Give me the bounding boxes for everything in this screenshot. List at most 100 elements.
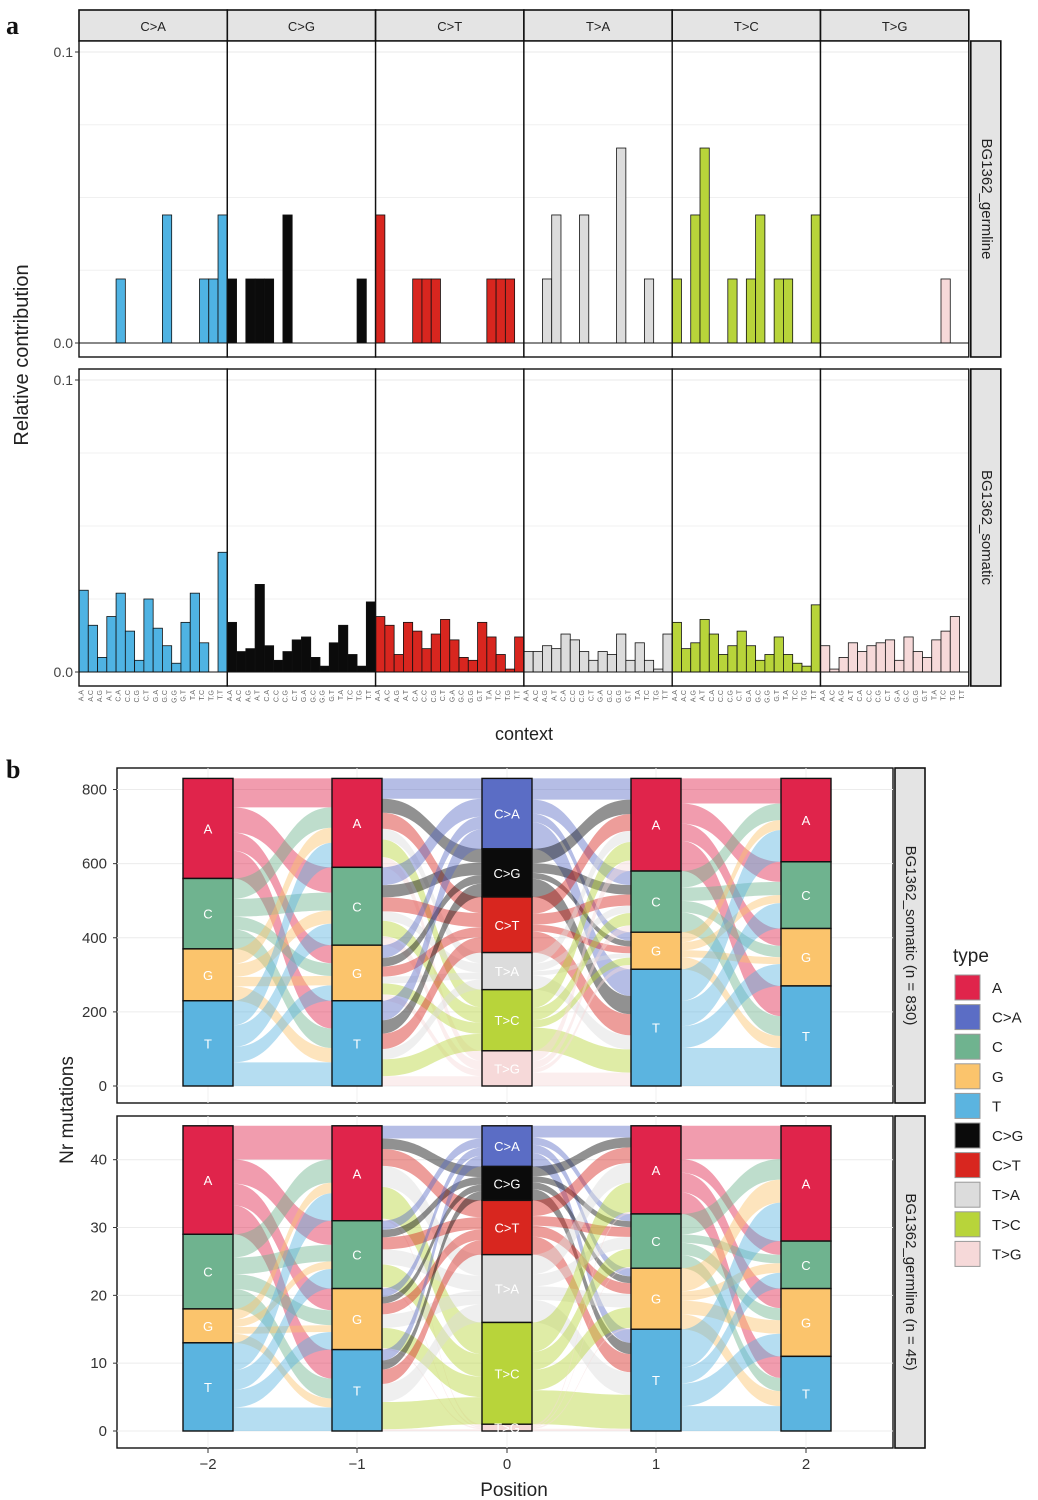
- stratum-t: [780, 1355, 832, 1432]
- context-tick-label: T.T: [366, 689, 373, 699]
- flow-ttoc-to-t: [532, 1027, 631, 1073]
- context-tick-label: C.T: [440, 689, 447, 701]
- context-tick-label: G.A: [301, 690, 308, 702]
- flow-a-to-ttoa: [382, 1165, 482, 1276]
- legend-swatch-ctot: [954, 1152, 981, 1179]
- y-axis-title-a: Relative contribution: [11, 264, 33, 445]
- y-tick-label-b: 30: [90, 1220, 107, 1237]
- context-tick-label: T.G: [802, 690, 809, 701]
- stratum-a: [630, 1125, 682, 1215]
- flow-t-to-g: [233, 1331, 332, 1408]
- stratum-label-c: C: [651, 895, 660, 910]
- flow-t-to-ctoa: [382, 1155, 482, 1361]
- flow-ctog-to-t: [532, 878, 631, 1015]
- y-tick-label-b: 20: [90, 1287, 107, 1304]
- context-tick-label: A.G: [245, 690, 252, 702]
- y-tick-label-b: 800: [82, 782, 107, 799]
- flow-g-to-c: [233, 1261, 332, 1327]
- context-tick-label: C.G: [431, 690, 438, 702]
- y-tick-label-0: 0.0: [54, 335, 74, 351]
- context-tick-label: G.T: [329, 689, 336, 701]
- bar-bg1362-somatic-ttog-t-c: [940, 630, 951, 673]
- flow-c-to-t: [681, 912, 781, 1036]
- flow-a-to-a: [681, 1125, 781, 1160]
- context-tick-label: A.C: [88, 690, 95, 702]
- flow-c-to-a: [233, 807, 332, 899]
- bar-bg1362-somatic-ttog-g-c: [903, 636, 914, 673]
- context-tick-label: G.G: [468, 690, 475, 703]
- bar-bg1362-germline-ttoc-c-g: [727, 278, 738, 344]
- stratum-c: [630, 870, 682, 933]
- flow-ttoc-to-g: [532, 1307, 631, 1391]
- bar-bg1362-germline-ttoa-a-t: [551, 214, 562, 344]
- flow-c-to-ctot: [382, 1217, 482, 1250]
- panel-b-alluvial-plot: b0200400600800ACGTACGTC>AC>GC>TT>AT>CT>G…: [6, 755, 1023, 1500]
- legend-swatch-ttoa: [954, 1181, 981, 1208]
- flow-ttog-to-c: [532, 1267, 631, 1428]
- bar-bg1362-germline-ctot-a-a: [375, 214, 386, 344]
- x-axis-title-b: Position: [480, 1480, 548, 1500]
- bar-bg1362-germline-ctot-t-g: [504, 278, 516, 344]
- context-tick-label: G.T: [774, 689, 781, 701]
- bar-bg1362-somatic-ctoa-a-t: [106, 616, 117, 673]
- flow-g-to-ttoa: [382, 1290, 482, 1328]
- stratum-c: [331, 866, 383, 946]
- bar-bg1362-somatic-ttoa-c-t: [588, 659, 599, 673]
- bar-bg1362-somatic-ttog-c-a: [857, 651, 868, 673]
- flow-ctot-to-g: [532, 924, 631, 954]
- bar-bg1362-somatic-ctog-g-c: [310, 657, 321, 673]
- context-tick-label: T.T: [514, 689, 521, 699]
- context-tick-label: T.A: [486, 690, 493, 700]
- x-tick-label-b: −2: [199, 1456, 216, 1473]
- flow-g-to-g: [681, 1300, 781, 1334]
- flow-ctot-to-a: [532, 1147, 631, 1217]
- stratum-label-g: G: [651, 1292, 661, 1307]
- row-label-bg1362-somatic: BG1362_somatic: [978, 470, 995, 586]
- legend-label-ctoa: C>A: [992, 1010, 1022, 1027]
- bar-bg1362-somatic-ctoa-g-t: [180, 621, 191, 673]
- panel-label-b: b: [6, 755, 20, 784]
- bar-bg1362-somatic-ctot-c-g: [430, 633, 441, 673]
- flow-t-to-c: [681, 1272, 781, 1384]
- context-tick-label: A.G: [542, 690, 549, 702]
- flow-ctog-to-t: [532, 1189, 631, 1355]
- bar-bg1362-somatic-ttoa-g-g: [616, 633, 627, 673]
- flow-t-to-ctot: [382, 937, 482, 1050]
- bar-bg1362-somatic-ttog-a-a: [820, 645, 831, 673]
- facet-label-bg1362-germline-n-45-: BG1362_germline (n = 45): [902, 1193, 919, 1370]
- flow-c-to-ttoa: [382, 911, 482, 973]
- facet-panel-bg: [523, 369, 673, 686]
- bar-bg1362-germline-ttoc-a-g: [690, 214, 701, 344]
- flow-g-to-g: [233, 975, 332, 987]
- context-tick-label: C.A: [561, 690, 568, 702]
- legend-label-c: C: [992, 1039, 1003, 1056]
- bar-bg1362-somatic-ctog-c-g: [282, 651, 293, 673]
- context-tick-label: G.A: [449, 690, 456, 702]
- flow-t-to-t: [681, 1406, 781, 1431]
- context-tick-label: T.G: [653, 690, 660, 701]
- bar-bg1362-germline-ttoa-g-g: [616, 147, 627, 344]
- x-tick-label-b: 0: [503, 1456, 511, 1473]
- stratum-label-a: A: [652, 818, 661, 833]
- stratum-label-ttoa: T>A: [495, 1282, 520, 1297]
- flow-g-to-g: [681, 950, 781, 965]
- stratum-c: [331, 1220, 383, 1290]
- bar-bg1362-somatic-ctot-c-a: [412, 630, 423, 673]
- flow-a-to-g: [681, 1172, 781, 1309]
- flow-a-to-a: [233, 778, 332, 808]
- stratum-label-c: C: [203, 1265, 212, 1280]
- bar-bg1362-somatic-ctoa-c-g: [134, 659, 145, 673]
- flow-ttoc-to-a: [532, 1182, 631, 1352]
- stratum-label-c: C: [651, 1234, 660, 1249]
- bar-bg1362-somatic-ctog-c-a: [263, 645, 275, 673]
- bar-bg1362-germline-ctoa-c-a: [115, 278, 126, 344]
- bar-bg1362-somatic-ttog-c-g: [875, 642, 886, 673]
- x-tick-label-b: 2: [802, 1456, 810, 1473]
- flow-ttoc-to-g: [532, 957, 631, 1028]
- stratum-g: [182, 1308, 234, 1344]
- facet-strip-b: [894, 1115, 926, 1449]
- context-tick-label: C.C: [866, 690, 873, 702]
- legend-label-t: T: [992, 1098, 1001, 1115]
- stratum-label-ctoa: C>A: [494, 1139, 520, 1154]
